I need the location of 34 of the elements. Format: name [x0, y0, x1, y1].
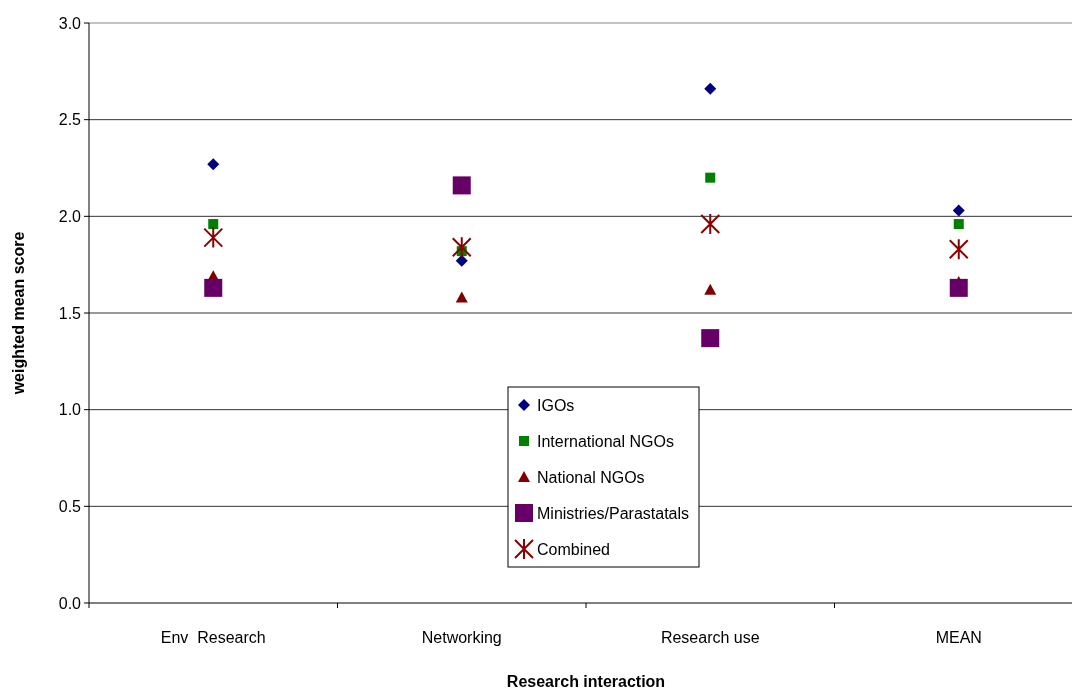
y-axis-title: weighted mean score — [10, 231, 27, 396]
point — [952, 204, 965, 217]
y-tick-label: 0.5 — [58, 497, 82, 515]
point — [455, 291, 468, 303]
x-tick-label: Research use — [660, 629, 760, 646]
y-tick-label: 2.5 — [58, 111, 82, 129]
x-tick-label: Env Research — [160, 629, 266, 646]
point — [207, 158, 220, 171]
point — [953, 219, 964, 230]
point — [701, 329, 720, 348]
point — [208, 219, 219, 230]
y-tick-label: 2.0 — [58, 207, 82, 225]
point — [948, 238, 969, 261]
point — [203, 226, 224, 249]
legend-label: International NGOs — [537, 432, 674, 450]
legend-label: IGOs — [537, 396, 575, 414]
point — [949, 278, 968, 297]
y-tick-label: 1.5 — [58, 304, 82, 322]
x-axis-title: Research interaction — [506, 673, 666, 690]
x-tick-label: MEAN — [935, 629, 982, 646]
legend-label: Combined — [537, 540, 610, 558]
y-tick-label: 1.0 — [58, 401, 82, 419]
x-tick-label: Networking — [421, 629, 502, 646]
legend-label: Ministries/Parastatals — [537, 504, 690, 522]
y-tick-label: 3.0 — [58, 14, 82, 32]
point — [704, 283, 717, 295]
point — [700, 213, 721, 236]
legend-label: National NGOs — [537, 468, 645, 486]
point — [452, 176, 471, 195]
y-tick-label: 0.0 — [58, 594, 82, 612]
point — [705, 172, 716, 183]
point — [704, 82, 717, 95]
point — [204, 278, 223, 297]
point — [451, 236, 472, 259]
